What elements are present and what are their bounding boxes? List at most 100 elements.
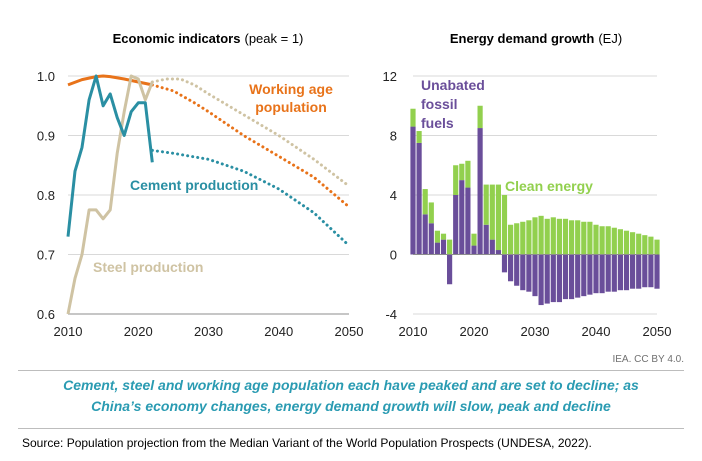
clean-bar-2033 (550, 217, 556, 255)
left-series-labels: Working age population Steel production Cem… (93, 81, 333, 275)
clean-bar-2047 (636, 233, 642, 255)
fossil-bar-2024 (495, 250, 501, 255)
clean-bar-2050 (654, 239, 660, 255)
fossil-bar-2031 (538, 254, 544, 306)
right-ytick-label: 4 (390, 188, 397, 203)
fossil-bar-2036 (569, 254, 575, 300)
fossil-bar-2043 (611, 254, 617, 292)
clean-energy-label: Clean energy (505, 178, 593, 194)
clean-bar-2015 (440, 233, 447, 240)
clean-bar-2019 (465, 160, 471, 188)
right-ytick-label: 12 (383, 69, 397, 84)
energy-demand-growth-chart: Energy demand growth (EJ) -4 0 4 8 12 2010 2020… (383, 31, 672, 339)
left-axes: 0.6 0.7 0.8 0.9 1.0 2010 2020 2030 2040 2050 (37, 69, 364, 339)
right-xtick-label: 2010 (399, 324, 428, 339)
fossil-bar-2047 (636, 254, 642, 289)
clean-bar-2013 (428, 202, 434, 224)
fossil-bar-2010 (410, 126, 416, 255)
steel-production-projection-line (150, 77, 351, 188)
clean-bar-2010 (410, 108, 416, 127)
clean-bar-2014 (434, 230, 440, 243)
clean-bar-2040 (593, 224, 599, 255)
fossil-bar-2038 (581, 254, 587, 297)
fossil-bar-2019 (465, 187, 471, 255)
fossil-bar-2039 (587, 254, 593, 295)
clean-bar-2016 (447, 239, 453, 255)
fossil-bar-2049 (648, 254, 654, 288)
right-axes: -4 0 4 8 12 2010 2020 2030 2040 2050 (383, 69, 672, 339)
unabated-fossil-fuels-label: Unabated fossil fuels (421, 77, 485, 131)
clean-bar-2024 (495, 184, 501, 251)
clean-bar-2020 (471, 233, 477, 246)
fossil-bar-2027 (514, 254, 520, 286)
working-age-population-historical-line (67, 74, 153, 87)
caption-line-2: China’s economy changes, energy demand g… (91, 398, 611, 414)
cement-production-projection-line (150, 148, 351, 248)
left-series-lines (66, 74, 351, 315)
fossil-bar-2033 (550, 254, 556, 303)
fossil-bar-2040 (593, 254, 599, 294)
right-xtick-label: 2030 (521, 324, 550, 339)
left-xtick-label: 2040 (264, 324, 293, 339)
cement-production-historical-line (66, 74, 154, 237)
fossil-bar-2014 (434, 242, 440, 255)
right-xtick-label: 2020 (460, 324, 489, 339)
fossil-bar-2011 (416, 142, 422, 255)
fossil-bar-2026 (508, 254, 514, 282)
clean-bar-2049 (648, 236, 654, 255)
right-xtick-label: 2040 (582, 324, 611, 339)
left-chart-title: Economic indicators (peak = 1) (113, 31, 304, 46)
clean-bar-2025 (501, 195, 508, 255)
clean-bar-2034 (556, 218, 562, 255)
fossil-bar-2012 (422, 214, 428, 255)
fossil-bar-2035 (562, 254, 569, 300)
fossil-bar-2032 (544, 254, 550, 304)
clean-bar-2039 (587, 221, 593, 255)
left-xtick-label: 2020 (124, 324, 153, 339)
clean-bar-2021 (477, 105, 483, 129)
clean-bar-2043 (611, 227, 617, 255)
left-ytick-label: 0.8 (37, 188, 55, 203)
fossil-bar-2020 (471, 245, 477, 255)
working-age-population-projection-line (150, 83, 351, 209)
fossil-bar-2044 (617, 254, 623, 291)
fossil-bar-2023 (489, 239, 495, 255)
clean-bar-2044 (617, 229, 623, 255)
clean-bar-2018 (459, 163, 465, 181)
fossil-bar-2034 (556, 254, 562, 303)
fossil-bar-2030 (532, 254, 538, 297)
fossil-bar-2041 (599, 254, 605, 294)
left-ytick-label: 1.0 (37, 69, 55, 84)
fossil-bar-2029 (526, 254, 532, 292)
fossil-bar-2042 (605, 254, 611, 292)
right-xtick-label: 2050 (643, 324, 672, 339)
figure-caption: Cement, steel and working age population… (0, 375, 702, 417)
fossil-bar-2022 (483, 224, 489, 255)
fossil-bar-2016 (447, 254, 453, 285)
clean-bar-2048 (642, 235, 648, 255)
fossil-bar-2050 (654, 254, 660, 289)
fossil-bar-2013 (428, 223, 434, 255)
fossil-bar-2037 (575, 254, 581, 298)
clean-bar-2026 (508, 224, 514, 255)
right-series-labels: Unabated fossil fuels Clean energy (421, 77, 593, 194)
clean-bar-2035 (562, 218, 569, 255)
fossil-bar-2046 (630, 254, 636, 289)
right-chart-title: Energy demand growth (EJ) (450, 31, 622, 46)
attribution: IEA. CC BY 4.0. (612, 354, 684, 365)
clean-bar-2036 (569, 220, 575, 255)
fossil-bar-2025 (501, 254, 508, 273)
clean-bar-2011 (416, 131, 422, 143)
clean-bar-2031 (538, 215, 544, 255)
caption-divider-bottom (18, 428, 684, 429)
steel-production-historical-line (66, 74, 154, 315)
left-xtick-label: 2050 (335, 324, 364, 339)
clean-bar-2012 (422, 189, 428, 215)
source-note: Source: Population projection from the M… (22, 436, 592, 450)
fossil-bar-2045 (623, 254, 630, 291)
clean-bar-2017 (453, 165, 459, 195)
clean-bar-2038 (581, 221, 587, 255)
fossil-bar-2017 (453, 195, 459, 255)
left-xtick-label: 2010 (54, 324, 83, 339)
working-age-population-label: Working age population (249, 81, 333, 115)
